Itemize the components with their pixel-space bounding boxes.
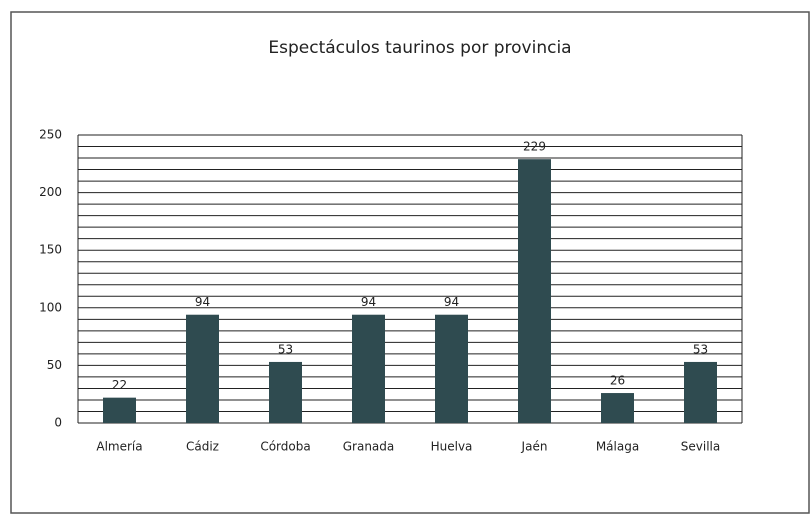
chart-frame xyxy=(10,11,810,514)
x-tick-label: Almería xyxy=(96,440,142,454)
x-tick-label: Jaén xyxy=(521,440,548,454)
data-label: 53 xyxy=(278,342,293,356)
y-tick-label: 0 xyxy=(54,416,62,430)
data-label: 53 xyxy=(693,342,708,356)
data-label: 26 xyxy=(610,374,625,388)
data-label: 94 xyxy=(444,295,459,309)
chart-title: Espectáculos taurinos por provincia xyxy=(268,38,571,58)
data-label: 94 xyxy=(195,295,210,309)
bar xyxy=(435,314,468,423)
data-label: 229 xyxy=(523,140,546,154)
bar xyxy=(684,361,717,423)
x-tick-label: Granada xyxy=(343,440,395,454)
x-tick-label: Málaga xyxy=(596,440,639,454)
x-tick-label: Cádiz xyxy=(186,440,219,454)
x-tick-label: Córdoba xyxy=(260,440,310,454)
y-tick-label: 100 xyxy=(39,300,62,314)
data-label: 94 xyxy=(361,295,376,309)
data-label: 22 xyxy=(112,378,127,392)
x-tick-label: Huelva xyxy=(431,440,473,454)
bar xyxy=(186,314,219,423)
bar xyxy=(103,397,136,423)
y-tick-label: 200 xyxy=(39,185,62,199)
x-tick-label: Sevilla xyxy=(681,440,720,454)
y-tick-label: 150 xyxy=(39,243,62,257)
y-tick-label: 50 xyxy=(47,358,62,372)
bar xyxy=(518,159,551,423)
y-tick-label: 250 xyxy=(39,128,62,142)
bar xyxy=(269,361,302,423)
bar xyxy=(352,314,385,423)
bar xyxy=(601,393,634,423)
